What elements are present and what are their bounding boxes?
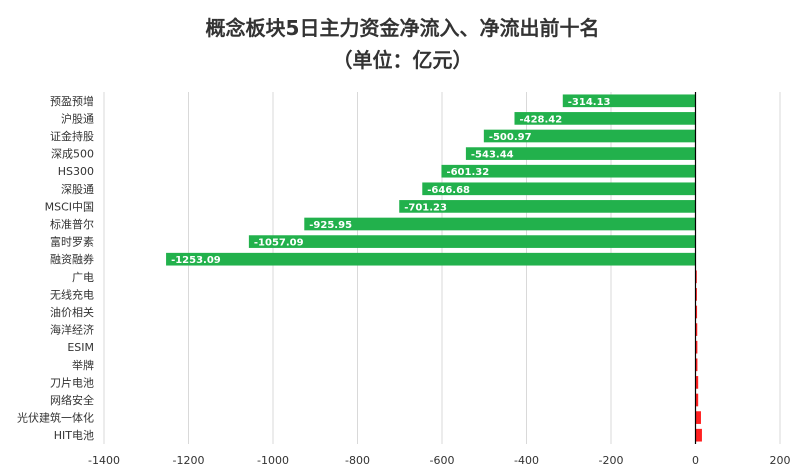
x-tick-label: -800 — [345, 454, 370, 467]
category-label: 标准普尔 — [50, 217, 94, 231]
bar — [695, 340, 698, 354]
bar — [695, 305, 698, 319]
data-label: 4.58 — [704, 361, 729, 372]
x-tick-label: 0 — [692, 454, 699, 467]
category-label: 刀片电池 — [50, 376, 94, 389]
category-label: 沪股通 — [61, 111, 94, 125]
category-label: 举牌 — [72, 358, 94, 372]
bar — [695, 288, 697, 301]
category-label: 深股通 — [61, 183, 94, 196]
category-label: HIT电池 — [54, 429, 94, 442]
bar — [399, 200, 696, 213]
bar — [441, 164, 696, 178]
data-label: -314.13 — [568, 97, 611, 108]
data-label: 3.07 — [704, 273, 729, 284]
chart-title: 概念板块5日主力资金净流入、净流出前十名 — [205, 16, 600, 40]
chart-subtitle: （单位：亿元） — [332, 48, 473, 72]
x-tick-label: -1200 — [173, 454, 205, 467]
data-label: -601.32 — [446, 167, 489, 178]
bar — [695, 376, 699, 389]
labels: -1400 -1200 -1000 -800 -600 -400 -200 0 200 预盈预增 -… — [17, 94, 791, 467]
bar — [248, 235, 696, 248]
bar — [695, 411, 701, 424]
category-label: 广电 — [72, 271, 94, 284]
grid-lines — [103, 92, 781, 444]
category-label: MSCI中国 — [45, 200, 94, 213]
x-tick-label: 200 — [770, 454, 791, 467]
bar — [304, 217, 696, 231]
x-tick-label: -600 — [430, 454, 455, 467]
bar — [562, 94, 696, 108]
bar — [695, 393, 699, 407]
x-tick-label: -400 — [514, 454, 539, 467]
category-label: 光伏建筑一体化 — [17, 411, 94, 425]
bar — [166, 252, 696, 266]
data-label: -543.44 — [471, 150, 514, 161]
bar — [695, 428, 702, 442]
data-label: 6.35 — [704, 378, 729, 389]
category-label: 无线充电 — [50, 287, 94, 301]
bar — [514, 112, 696, 125]
data-label: 6.36 — [704, 396, 729, 407]
bars — [166, 94, 702, 442]
data-label: -925.95 — [309, 220, 352, 231]
x-tick-label: -1400 — [88, 454, 120, 467]
data-label: 4.14 — [704, 326, 729, 337]
category-label: 预盈预增 — [50, 94, 94, 108]
data-label: 15.24 — [704, 431, 736, 442]
data-label: 3.71 — [704, 308, 729, 319]
category-label: HS300 — [58, 165, 94, 178]
data-label: -500.97 — [489, 132, 532, 143]
data-label: 12.95 — [704, 414, 736, 425]
category-label: 网络安全 — [50, 393, 94, 407]
bar — [695, 323, 698, 336]
data-label: -1057.09 — [254, 238, 304, 249]
bar — [695, 270, 697, 284]
data-label: -1253.09 — [171, 255, 221, 266]
bar — [483, 129, 696, 143]
category-label: ESIM — [67, 341, 94, 354]
bar — [695, 358, 698, 372]
category-label: 深成500 — [51, 148, 94, 161]
category-label: 富时罗素 — [50, 235, 94, 249]
data-label: 4.42 — [704, 343, 729, 354]
data-label: -646.68 — [427, 185, 470, 196]
data-label: -428.42 — [519, 114, 562, 125]
category-label: 海洋经济 — [50, 323, 94, 337]
x-tick-label: -200 — [599, 454, 624, 467]
bar — [422, 182, 696, 196]
category-label: 证金持股 — [50, 129, 94, 143]
category-label: 融资融券 — [50, 252, 94, 266]
bar — [465, 147, 696, 160]
x-tick-label: -1000 — [257, 454, 289, 467]
category-label: 油价相关 — [50, 305, 94, 319]
data-label: -701.23 — [404, 202, 447, 213]
data-label: 3.32 — [704, 290, 729, 301]
